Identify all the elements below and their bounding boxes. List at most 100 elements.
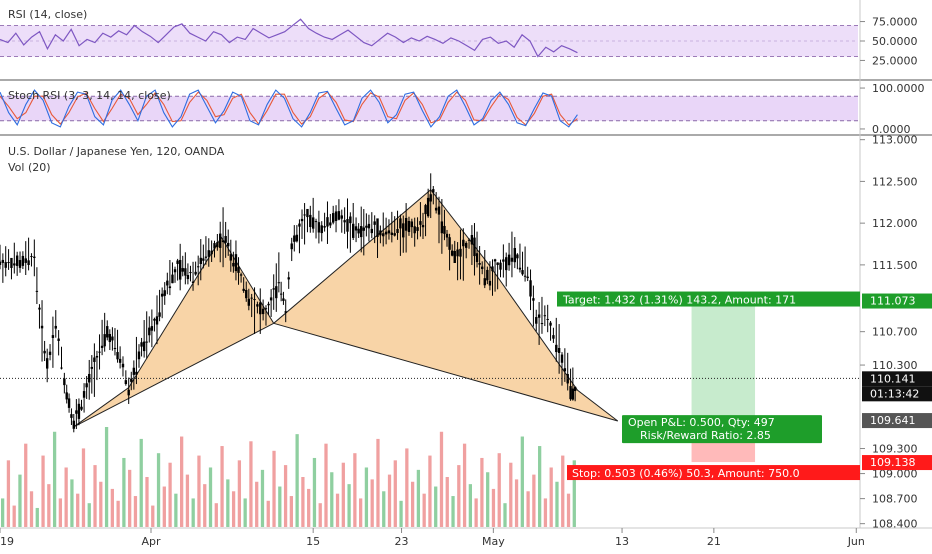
price-tick-label: 108.400 [872, 518, 918, 531]
candle-body [473, 237, 476, 257]
candle-body [259, 302, 262, 315]
volume-bar [376, 438, 380, 527]
candle-body [98, 351, 101, 353]
candle-body [184, 268, 187, 276]
candle-body [365, 225, 368, 228]
candle-body [320, 225, 323, 234]
candle-body [239, 274, 243, 276]
time-tick-label: 21 [707, 535, 721, 548]
candle-body [10, 257, 13, 268]
stop-price-badge: 109.138 [870, 456, 916, 469]
candle-body [85, 383, 88, 388]
long-position-tool[interactable]: Target: 1.432 (1.31%) 143.2, Amount: 171… [557, 291, 860, 481]
candle-body [232, 262, 235, 267]
volume-bar [6, 460, 11, 527]
candle-body [502, 259, 505, 262]
volume-bar [47, 484, 51, 527]
candle-body [24, 258, 27, 263]
candle-body [166, 280, 169, 286]
candle-body [140, 342, 143, 347]
candle-body [90, 366, 94, 369]
price-tick-label: 112.500 [872, 175, 918, 188]
target-price-badge-bg [862, 293, 932, 309]
volume-bar [122, 457, 126, 527]
candle-body [571, 388, 575, 400]
volume-bar [307, 488, 311, 527]
candle-body [549, 322, 552, 326]
candle-body [470, 234, 474, 245]
rsi-tick-label: 25.0000 [872, 54, 918, 67]
volume-bar [214, 503, 218, 527]
volume-bar [116, 500, 120, 527]
candle-body [181, 268, 184, 272]
candle-body [189, 272, 192, 274]
candle-body [453, 251, 456, 264]
candle-body [480, 266, 484, 270]
candle-body [557, 347, 561, 353]
volume-bar [29, 491, 34, 527]
candle-body [272, 288, 275, 290]
volume-bar [64, 467, 68, 527]
candle-body [573, 386, 577, 391]
candle-body [376, 218, 379, 237]
candle-body [191, 281, 195, 284]
candle-body [93, 357, 96, 362]
pattern-fill [273, 189, 618, 421]
candle-body [108, 334, 112, 343]
volume-bar [52, 431, 57, 527]
candle-body [491, 266, 494, 272]
candle-body [95, 355, 99, 358]
volume-bar [347, 484, 351, 527]
candle-body [303, 214, 306, 216]
pattern-base-line [273, 322, 618, 422]
candle-body [569, 386, 572, 400]
volume-bar [486, 472, 490, 527]
candle-body [306, 208, 309, 218]
candle-body [352, 223, 355, 238]
candle-body [373, 221, 376, 225]
harmonic-patterns[interactable] [73, 189, 619, 428]
stoch-rsi-panel: 100.0000 0.0000 [0, 82, 925, 136]
candle-body [145, 341, 148, 343]
volume-bar [422, 493, 426, 527]
candle-body [337, 211, 341, 220]
volume-bar [468, 484, 472, 527]
volume-bar [128, 469, 132, 527]
candle-body [450, 250, 454, 256]
candle-body [329, 222, 332, 226]
candle-body [419, 221, 422, 225]
candle-body [33, 256, 36, 258]
entry-price-badge: 109.641 [870, 414, 916, 427]
candle-body [82, 391, 86, 398]
candle-body [396, 229, 399, 234]
candle-body [269, 297, 273, 301]
candle-body [437, 206, 441, 215]
candle-body [176, 260, 179, 264]
volume-bar [416, 469, 421, 527]
candle-body [15, 255, 19, 266]
volume-bar [480, 457, 484, 527]
entry-price-badge-bg [862, 413, 932, 429]
target-label-bg [557, 291, 860, 307]
candle-body [357, 228, 360, 234]
volume-bar [451, 496, 455, 527]
candle-body [250, 297, 253, 299]
rsi-panel: 75.0000 50.0000 25.0000 [0, 16, 918, 67]
volume-bar [474, 498, 478, 527]
candle-body [370, 228, 373, 234]
candle-body [106, 326, 109, 338]
candle-body [229, 254, 233, 261]
candle-body [475, 253, 479, 263]
candle-body [51, 335, 55, 338]
countdown-badge: 01:13:42 [870, 387, 919, 400]
candle-body [256, 304, 259, 307]
price-tick-label: 110.300 [872, 359, 918, 372]
candle-body [499, 262, 502, 270]
candle-body [532, 298, 535, 301]
candle-body [264, 308, 268, 310]
candle-body [448, 237, 451, 250]
candle-body [186, 275, 190, 280]
candle-body [518, 267, 522, 270]
countdown-badge-bg [862, 386, 932, 402]
